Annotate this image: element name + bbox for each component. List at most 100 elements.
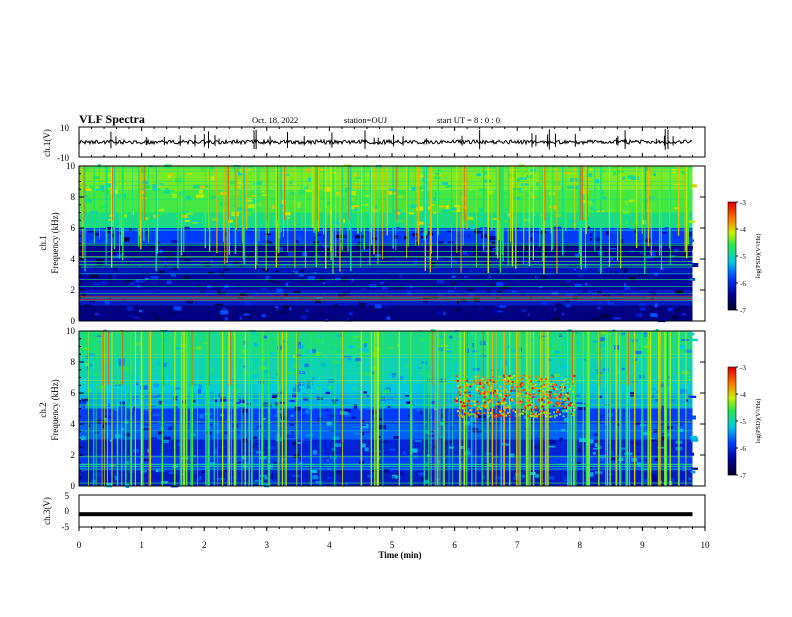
colorbar-cell bbox=[728, 414, 736, 416]
spec-cell bbox=[332, 447, 335, 451]
spec-cell bbox=[107, 190, 112, 195]
spec-cell bbox=[92, 176, 100, 179]
spec-event-cell bbox=[474, 407, 477, 410]
spec-cell bbox=[438, 173, 441, 177]
spec-cell bbox=[600, 457, 604, 462]
spec-cell bbox=[263, 334, 267, 339]
spec-event-cell bbox=[543, 410, 546, 413]
spec-event-cell bbox=[498, 393, 501, 396]
spec-cell bbox=[348, 311, 353, 316]
spec-cell bbox=[96, 258, 104, 261]
spec-event-cell bbox=[506, 407, 509, 410]
spec-cell bbox=[484, 249, 490, 253]
spec-cell bbox=[199, 290, 205, 293]
colorbar-cell bbox=[728, 377, 736, 379]
spec-event-cell bbox=[532, 414, 535, 417]
spec-cell bbox=[562, 383, 565, 388]
spec-cell bbox=[157, 257, 165, 260]
spec-event-cell bbox=[544, 406, 547, 409]
spec-cell bbox=[654, 426, 660, 429]
spec-event-cell bbox=[462, 379, 465, 382]
colorbar-cell bbox=[728, 238, 736, 240]
spec-cell bbox=[138, 264, 143, 267]
spec-event-cell bbox=[469, 405, 472, 408]
spec-cell bbox=[354, 474, 359, 479]
spec-event-cell bbox=[498, 395, 501, 398]
spec-cell bbox=[336, 333, 343, 337]
spec-cell bbox=[584, 266, 588, 271]
spec-cell bbox=[651, 395, 655, 399]
spec-cell bbox=[472, 444, 478, 449]
spec-cell bbox=[302, 252, 308, 257]
spec-event-cell bbox=[476, 416, 479, 419]
spec-cell bbox=[158, 400, 163, 405]
spec-cell bbox=[291, 431, 294, 434]
spec-event-cell bbox=[562, 398, 565, 401]
spec-cell bbox=[535, 182, 540, 187]
spec-cell bbox=[520, 403, 529, 406]
spec-event-cell bbox=[461, 399, 464, 402]
spec-event-cell bbox=[459, 413, 462, 416]
spec-cell bbox=[246, 197, 253, 202]
ch3-trace-band bbox=[79, 512, 693, 517]
spec-cell bbox=[639, 251, 647, 255]
spec-cell bbox=[312, 450, 317, 455]
spec-cell bbox=[387, 347, 395, 349]
spec-cell bbox=[624, 452, 633, 456]
xaxis-tick-label: 7 bbox=[515, 540, 520, 550]
spec-cell bbox=[602, 173, 608, 176]
spec-cell bbox=[528, 169, 536, 172]
colorbar-cell bbox=[728, 453, 736, 455]
spec-cell bbox=[442, 175, 449, 180]
spec-event-cell bbox=[547, 401, 550, 404]
spec-cell bbox=[112, 439, 119, 444]
colorbar-cell bbox=[728, 279, 736, 281]
spec-cell bbox=[657, 446, 666, 449]
spec-cell bbox=[209, 401, 215, 404]
spec-cell bbox=[302, 409, 307, 412]
spec-cell bbox=[316, 233, 322, 236]
spec-event-cell bbox=[534, 406, 537, 409]
spec-cell bbox=[353, 174, 359, 177]
spec-event-cell bbox=[564, 401, 567, 404]
spec-cell bbox=[674, 248, 680, 253]
spec-event-cell bbox=[521, 412, 524, 415]
spec-event-cell bbox=[456, 380, 459, 383]
spec-event-cell bbox=[542, 389, 545, 392]
spec-event-cell bbox=[483, 411, 486, 414]
spec-cell bbox=[437, 279, 445, 284]
spec-event-cell bbox=[463, 413, 466, 416]
spec-cell bbox=[223, 268, 230, 272]
spec-cell bbox=[84, 411, 89, 414]
ch3-trace bbox=[79, 512, 693, 517]
colorbar-cell bbox=[728, 397, 736, 399]
spec-cell bbox=[170, 240, 179, 244]
spec-cell bbox=[210, 175, 215, 181]
spec-cell bbox=[598, 337, 605, 342]
colorbar-cell bbox=[728, 216, 736, 218]
spec-cell bbox=[330, 470, 337, 474]
spec-cell bbox=[485, 260, 488, 264]
spec-event-cell bbox=[558, 403, 561, 406]
ch3-ytick-top: 5 bbox=[65, 491, 70, 501]
spec-cell bbox=[187, 173, 192, 175]
spec-cell bbox=[580, 255, 587, 259]
spec-cell bbox=[391, 373, 396, 378]
colorbar-cell bbox=[728, 390, 736, 392]
spec-event-cell bbox=[507, 377, 510, 380]
spec-cell bbox=[216, 251, 223, 254]
spec-cell bbox=[433, 408, 439, 411]
spec-cell bbox=[340, 402, 347, 405]
spec-event-cell bbox=[512, 409, 515, 412]
spec-event-cell bbox=[500, 380, 503, 383]
spec-cell bbox=[610, 457, 619, 461]
spec-event-cell bbox=[534, 413, 537, 416]
spec-cell bbox=[412, 218, 419, 222]
colorbar-cell bbox=[728, 289, 736, 291]
spec-cell bbox=[303, 313, 308, 317]
spec-cell bbox=[84, 196, 88, 198]
spec-cell bbox=[82, 293, 86, 298]
spec-cell bbox=[463, 275, 468, 278]
spec-cell bbox=[198, 384, 203, 389]
spec-cell bbox=[684, 373, 690, 377]
